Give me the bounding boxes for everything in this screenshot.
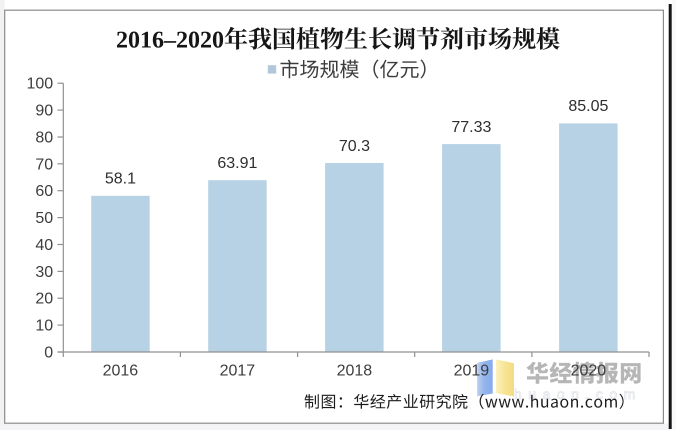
svg-text:0: 0 bbox=[44, 345, 53, 362]
svg-text:10: 10 bbox=[35, 318, 53, 335]
svg-text:77.33: 77.33 bbox=[451, 119, 491, 136]
svg-text:80: 80 bbox=[35, 130, 53, 147]
svg-text:2016: 2016 bbox=[103, 362, 139, 379]
svg-text:100: 100 bbox=[26, 76, 53, 93]
svg-text:58.1: 58.1 bbox=[105, 171, 136, 188]
svg-text:85.05: 85.05 bbox=[568, 98, 608, 115]
svg-text:40: 40 bbox=[35, 237, 53, 254]
svg-text:2019: 2019 bbox=[454, 362, 490, 379]
svg-text:60: 60 bbox=[35, 183, 53, 200]
svg-text:50: 50 bbox=[35, 210, 53, 227]
svg-text:90: 90 bbox=[35, 103, 53, 120]
svg-text:2018: 2018 bbox=[337, 362, 373, 379]
svg-text:63.91: 63.91 bbox=[217, 155, 257, 172]
svg-text:huaon.com: huaon.com bbox=[514, 386, 642, 402]
svg-text:2017: 2017 bbox=[220, 362, 256, 379]
svg-text:70: 70 bbox=[35, 156, 53, 173]
svg-text:70.3: 70.3 bbox=[339, 138, 370, 155]
svg-text:20: 20 bbox=[35, 291, 53, 308]
svg-text:30: 30 bbox=[35, 264, 53, 281]
svg-text:2020: 2020 bbox=[571, 362, 607, 379]
